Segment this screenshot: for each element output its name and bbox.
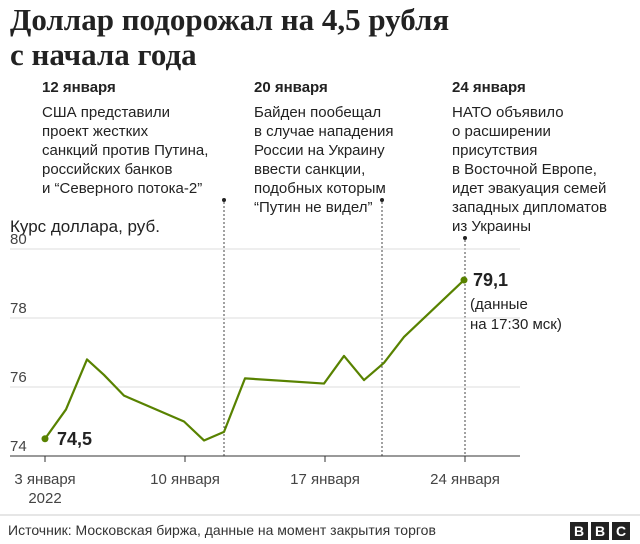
end-value-label: 79,1 [473, 270, 508, 290]
annotation-text: ввести санкции, [254, 161, 365, 178]
bbc-logo-letter: B [595, 523, 605, 539]
x-tick-label: 10 января [150, 471, 220, 488]
chart-title-line-2: с начала года [10, 37, 197, 72]
annotation-dot [222, 198, 226, 202]
annotation-text: западных дипломатов [452, 199, 607, 216]
source-note: Источник: Московская биржа, данные на мо… [8, 522, 436, 538]
annotation-text: идет эвакуация семей [452, 180, 606, 197]
x-tick-label: 17 января [290, 471, 360, 488]
bbc-logo-letter: B [574, 523, 584, 539]
annotation-text: российских банков [42, 161, 172, 178]
bbc-logo-box-b1 [570, 522, 588, 540]
annotation-date: 12 января [42, 79, 116, 96]
series [41, 276, 468, 443]
annotations: 12 января США представили проект жестких са… [42, 79, 607, 456]
annotation-date: 20 января [254, 79, 328, 96]
annotation-text: и “Северного потока-2” [42, 180, 202, 197]
y-axis-title: Курс доллара, руб. [10, 217, 160, 236]
bbc-logo-letter: C [616, 523, 626, 539]
end-note-line-2: на 17:30 мск) [470, 316, 562, 333]
annotation-dot [463, 236, 467, 240]
y-tick-label: 78 [10, 300, 27, 317]
annotation-text: подобных которым [254, 180, 386, 197]
annotation-text: в случае нападения [254, 123, 394, 140]
annotation-text: США представили [42, 104, 170, 121]
bbc-logo-box-c [612, 522, 630, 540]
start-point [41, 435, 49, 443]
annotation-text: проект жестких [42, 123, 149, 140]
annotation-text: присутствия [452, 142, 537, 159]
y-tick-label: 74 [10, 438, 27, 455]
annotation-text: Байден пообещал [254, 104, 381, 121]
annotation-text: в Восточной Европе, [452, 161, 597, 178]
bbc-logo-box-b2 [591, 522, 609, 540]
series-line [44, 279, 465, 442]
axis-ticks: 74 76 78 80 3 января 2022 10 января 17 января 24… [10, 231, 500, 507]
y-tick-label: 80 [10, 231, 27, 248]
x-tick-label: 3 января [14, 471, 75, 488]
chart-title-line-1: Доллар подорожал на 4,5 рубля [10, 2, 449, 37]
y-tick-label: 76 [10, 369, 27, 386]
annotation-date: 24 января [452, 79, 526, 96]
annotation-text: санкций против Путина, [42, 142, 208, 159]
grid [10, 248, 520, 457]
annotation-text: НАТО объявило [452, 104, 564, 121]
start-value-label: 74,5 [57, 429, 92, 449]
x-tick-label: 2022 [28, 490, 61, 507]
end-note-line-1: (данные [470, 296, 528, 313]
x-tick-label: 24 января [430, 471, 500, 488]
annotation-text: о расширении [452, 123, 551, 140]
annotation-text: России на Украину [254, 142, 385, 159]
end-point [460, 276, 468, 284]
annotation-dot [380, 198, 384, 202]
annotation-text: “Путин не видел” [254, 199, 372, 216]
annotation-text: из Украины [452, 218, 531, 235]
